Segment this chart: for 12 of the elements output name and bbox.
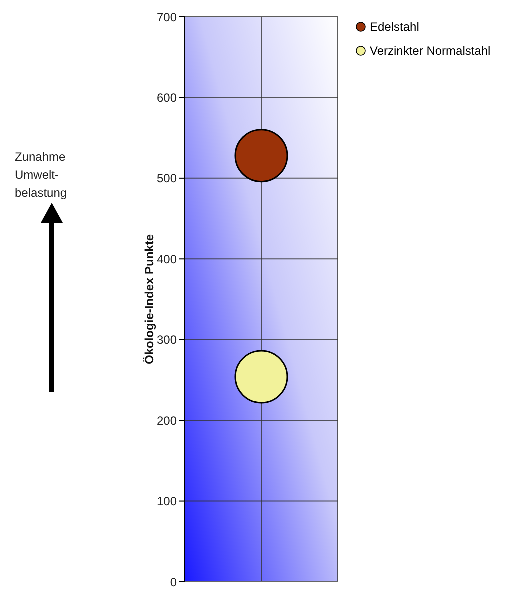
y-tick-label: 400 [156, 252, 178, 266]
legend-label: Verzinkter Normalstahl [370, 44, 491, 58]
y-tick-label: 0 [170, 575, 178, 590]
y-tick-label: 300 [156, 333, 178, 348]
y-axis-title: Ökologie-Index Punkte [142, 234, 156, 365]
y-tick-label: 100 [156, 494, 178, 509]
legend-label: Edelstahl [370, 20, 420, 34]
y-tick-label: 700 [156, 10, 178, 24]
y-tick-label: 200 [156, 414, 178, 428]
y-tick-label: 600 [156, 90, 178, 105]
y-tick-label: 500 [156, 172, 178, 186]
text: Zunahme Umwelt-belastung [15, 149, 68, 202]
